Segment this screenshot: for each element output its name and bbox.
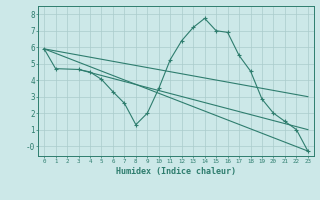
X-axis label: Humidex (Indice chaleur): Humidex (Indice chaleur) [116, 167, 236, 176]
